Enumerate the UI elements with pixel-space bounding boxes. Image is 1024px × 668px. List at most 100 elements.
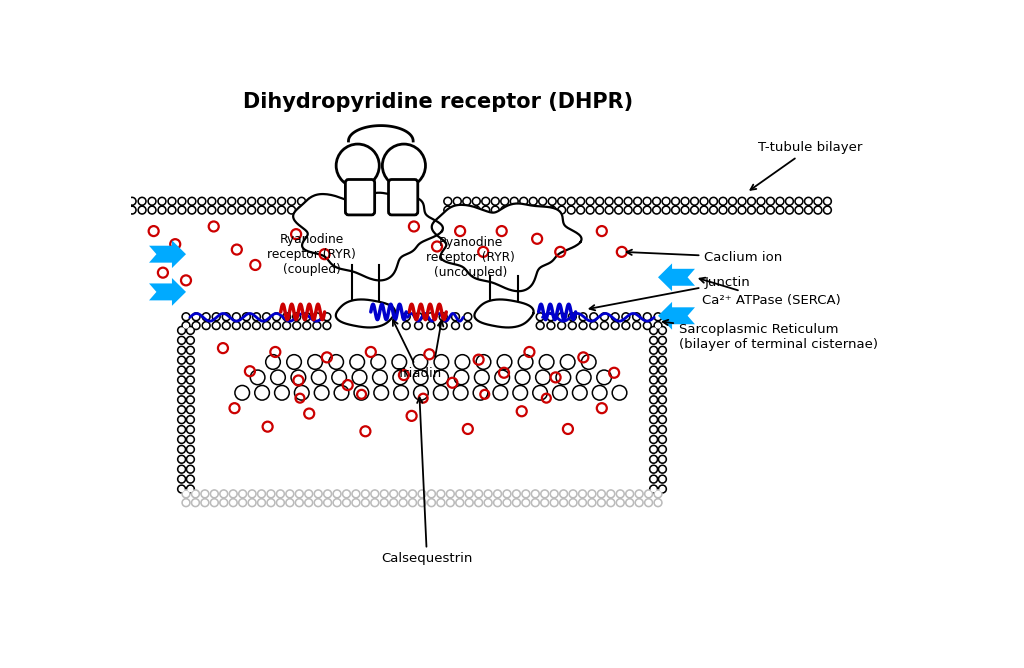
Circle shape xyxy=(361,490,370,498)
Circle shape xyxy=(182,321,190,329)
Circle shape xyxy=(558,321,565,329)
Circle shape xyxy=(177,475,185,483)
Circle shape xyxy=(324,499,332,507)
Circle shape xyxy=(644,490,652,498)
Circle shape xyxy=(558,206,565,214)
Circle shape xyxy=(651,377,656,382)
Circle shape xyxy=(570,492,575,496)
Circle shape xyxy=(179,208,184,212)
Circle shape xyxy=(177,376,185,384)
Circle shape xyxy=(672,206,680,214)
Circle shape xyxy=(179,427,184,432)
Circle shape xyxy=(233,315,239,319)
Circle shape xyxy=(188,447,193,452)
Circle shape xyxy=(276,490,285,498)
Circle shape xyxy=(611,313,620,321)
Circle shape xyxy=(626,208,631,212)
Circle shape xyxy=(550,208,555,212)
Circle shape xyxy=(738,206,746,214)
Circle shape xyxy=(210,199,214,204)
Circle shape xyxy=(649,396,657,404)
Circle shape xyxy=(447,500,453,505)
Circle shape xyxy=(188,387,193,392)
Circle shape xyxy=(414,385,428,400)
Circle shape xyxy=(326,500,330,505)
Circle shape xyxy=(179,348,184,353)
Circle shape xyxy=(649,456,657,464)
Circle shape xyxy=(635,490,643,498)
Circle shape xyxy=(577,370,591,385)
Circle shape xyxy=(529,197,538,205)
Circle shape xyxy=(204,315,209,319)
Circle shape xyxy=(438,492,443,496)
Circle shape xyxy=(651,338,656,343)
Circle shape xyxy=(616,499,625,507)
Circle shape xyxy=(238,206,246,214)
Circle shape xyxy=(622,321,630,329)
Circle shape xyxy=(204,323,209,328)
Circle shape xyxy=(214,323,218,328)
Circle shape xyxy=(568,199,573,204)
Circle shape xyxy=(443,197,452,205)
Circle shape xyxy=(814,206,822,214)
Circle shape xyxy=(614,206,623,214)
Circle shape xyxy=(530,208,536,212)
Circle shape xyxy=(138,206,146,214)
Circle shape xyxy=(259,492,264,496)
Circle shape xyxy=(494,499,502,507)
Circle shape xyxy=(313,321,321,329)
Circle shape xyxy=(267,490,275,498)
Circle shape xyxy=(493,199,498,204)
Circle shape xyxy=(521,199,526,204)
Circle shape xyxy=(188,397,193,402)
Circle shape xyxy=(475,499,482,507)
Circle shape xyxy=(200,199,204,204)
Circle shape xyxy=(728,206,736,214)
Circle shape xyxy=(429,500,434,505)
Circle shape xyxy=(599,500,604,505)
Circle shape xyxy=(221,500,226,505)
Circle shape xyxy=(785,206,794,214)
Circle shape xyxy=(493,385,508,400)
Circle shape xyxy=(543,492,547,496)
Circle shape xyxy=(314,323,319,328)
Circle shape xyxy=(280,199,284,204)
Circle shape xyxy=(188,358,193,363)
Circle shape xyxy=(447,492,453,496)
Circle shape xyxy=(567,206,575,214)
Circle shape xyxy=(654,313,662,321)
Circle shape xyxy=(514,492,519,496)
Circle shape xyxy=(414,370,428,385)
Circle shape xyxy=(611,321,620,329)
Circle shape xyxy=(559,323,564,328)
Circle shape xyxy=(600,313,608,321)
Circle shape xyxy=(692,208,697,212)
Circle shape xyxy=(568,321,577,329)
Circle shape xyxy=(288,206,296,214)
Circle shape xyxy=(269,208,274,212)
Circle shape xyxy=(218,197,226,205)
Circle shape xyxy=(288,492,292,496)
Circle shape xyxy=(182,313,190,321)
Circle shape xyxy=(315,500,321,505)
Circle shape xyxy=(825,199,829,204)
Circle shape xyxy=(690,197,698,205)
Circle shape xyxy=(177,366,185,374)
Circle shape xyxy=(616,490,625,498)
Circle shape xyxy=(596,197,604,205)
Circle shape xyxy=(344,500,349,505)
Circle shape xyxy=(267,197,275,205)
Circle shape xyxy=(532,500,538,505)
Circle shape xyxy=(672,197,680,205)
Circle shape xyxy=(239,499,247,507)
Circle shape xyxy=(582,355,596,369)
Circle shape xyxy=(658,426,667,434)
Circle shape xyxy=(183,500,188,505)
Circle shape xyxy=(537,321,544,329)
Circle shape xyxy=(286,490,294,498)
Circle shape xyxy=(683,208,687,212)
Circle shape xyxy=(439,321,447,329)
Circle shape xyxy=(548,197,556,205)
Circle shape xyxy=(210,499,218,507)
Circle shape xyxy=(232,321,241,329)
